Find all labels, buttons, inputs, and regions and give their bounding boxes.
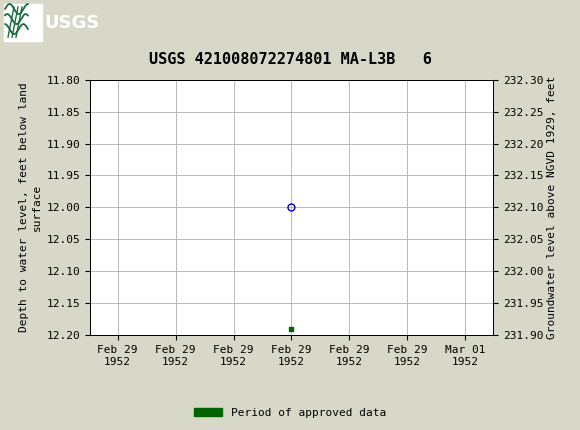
Y-axis label: Groundwater level above NGVD 1929, feet: Groundwater level above NGVD 1929, feet [548, 76, 557, 339]
Point [287, 204, 296, 211]
Y-axis label: Depth to water level, feet below land
surface: Depth to water level, feet below land su… [19, 83, 42, 332]
Text: USGS: USGS [44, 14, 99, 32]
Text: USGS 421008072274801 MA-L3B   6: USGS 421008072274801 MA-L3B 6 [148, 52, 432, 67]
Bar [4, 4, 42, 41]
Legend: Period of approved data: Period of approved data [190, 403, 390, 422]
Point [287, 326, 296, 332]
